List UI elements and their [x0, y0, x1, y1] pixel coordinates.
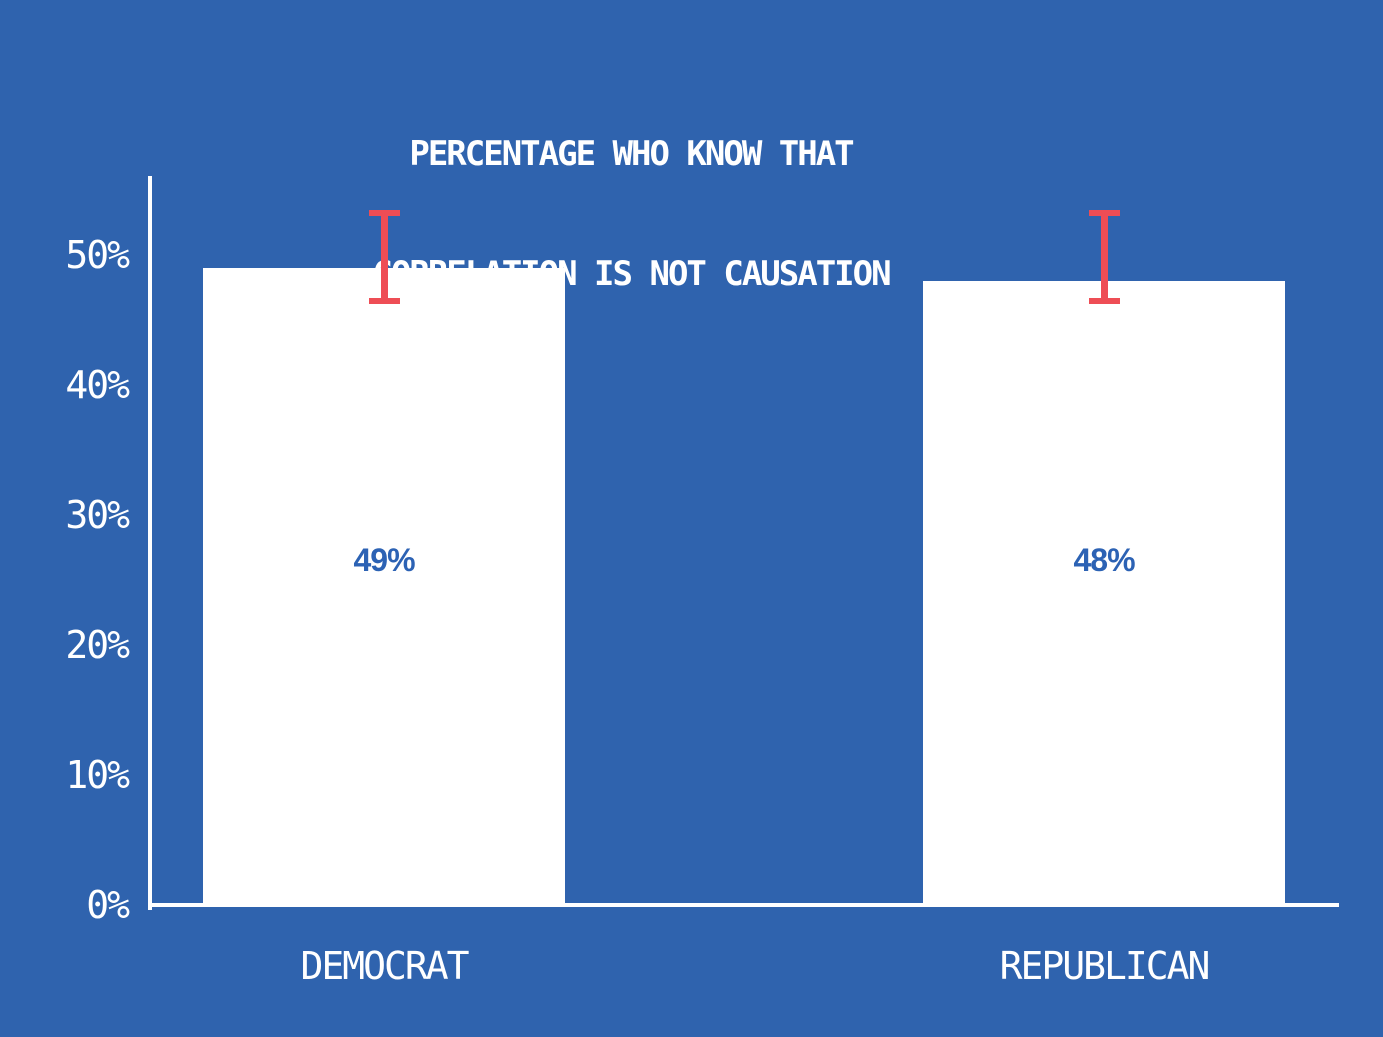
- y-axis-tick-label: 30%: [65, 493, 130, 537]
- bar-value-label: 49%: [353, 542, 415, 578]
- bar-republican: [923, 281, 1285, 907]
- chart-title-line-1: PERCENTAGE WHO KNOW THAT: [409, 134, 854, 174]
- bar-democrat: [203, 268, 565, 907]
- x-axis-line: [148, 903, 1339, 907]
- x-axis-category-label: REPUBLICAN: [999, 944, 1211, 988]
- y-axis-tick-label: 50%: [65, 233, 130, 277]
- bar-value-label: 48%: [1073, 542, 1135, 578]
- y-axis-tick-label: 10%: [65, 753, 130, 797]
- y-axis-tick-label: 40%: [65, 363, 130, 407]
- y-axis-line: [148, 176, 152, 910]
- x-axis-category-label: DEMOCRAT: [300, 944, 469, 988]
- error-bar-top-cap: [368, 210, 400, 217]
- error-bar-bottom-cap: [1088, 297, 1120, 304]
- error-bar-line: [380, 213, 388, 301]
- y-axis-tick-label: 0%: [86, 883, 130, 927]
- y-axis-tick-label: 20%: [65, 623, 130, 667]
- error-bar-top-cap: [1088, 210, 1120, 217]
- error-bar-line: [1100, 213, 1108, 301]
- error-bar-bottom-cap: [368, 297, 400, 304]
